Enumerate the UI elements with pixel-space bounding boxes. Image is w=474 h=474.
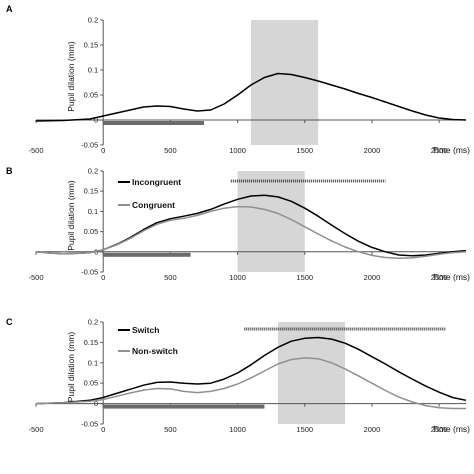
analysis-window-shade — [277, 322, 346, 424]
x-tick-label: 2500 — [431, 146, 448, 155]
legend-label: Congruent — [132, 200, 175, 210]
x-tick-label: 2000 — [364, 146, 381, 155]
x-tick-label: 500 — [164, 146, 177, 155]
x-tick-label: 1000 — [229, 146, 246, 155]
y-axis-label: Pupil dilation (mm) — [66, 41, 76, 112]
panel-letter: B — [6, 166, 13, 176]
x-tick-label: -500 — [28, 146, 43, 155]
x-tick-label: 2500 — [431, 425, 448, 434]
panel-letter: A — [6, 4, 13, 14]
x-axis-label: Time (ms) — [432, 145, 470, 155]
y-tick-label: 0.1 — [88, 358, 98, 367]
x-tick-label: 1500 — [296, 273, 313, 282]
legend-label: Non-switch — [132, 346, 178, 356]
x-axis-label: Time (ms) — [432, 424, 470, 434]
x-tick-label: 2000 — [364, 425, 381, 434]
analysis-window-shade — [251, 20, 319, 145]
y-tick-label: 0.1 — [88, 66, 98, 75]
y-axis-label: Pupil dilation (mm) — [66, 180, 76, 251]
y-tick-label: 0 — [94, 399, 98, 408]
y-tick-label: 0.2 — [88, 167, 98, 176]
x-tick-label: 0 — [101, 146, 105, 155]
legend-label: Switch — [132, 325, 159, 335]
panel-letter: C — [6, 317, 13, 327]
x-tick-label: -500 — [28, 425, 43, 434]
y-tick-label: 0.15 — [84, 41, 99, 50]
y-tick-label: -0.05 — [81, 268, 98, 277]
y-tick-label: 0.15 — [84, 338, 99, 347]
y-tick-label: 0.2 — [88, 16, 98, 25]
legend-label: Incongruent — [132, 177, 181, 187]
y-tick-label: -0.05 — [81, 141, 98, 150]
y-tick-label: 0.05 — [84, 227, 99, 236]
y-axis-label: Pupil dilation (mm) — [66, 332, 76, 403]
series-line-congruent — [35, 205, 467, 260]
y-tick-label: 0.15 — [84, 187, 99, 196]
x-tick-label: 1000 — [229, 425, 246, 434]
y-tick-label: 0.05 — [84, 379, 99, 388]
x-tick-label: 1500 — [296, 425, 313, 434]
stimulus-duration-bar — [103, 121, 204, 125]
y-tick-label: 0.05 — [84, 91, 99, 100]
y-tick-label: 0.1 — [88, 207, 98, 216]
x-tick-label: 1500 — [296, 146, 313, 155]
x-tick-label: 0 — [101, 273, 105, 282]
series-line-main — [35, 72, 467, 122]
y-tick-label: -0.05 — [81, 420, 98, 429]
series-line-non-switch — [35, 357, 466, 410]
x-tick-label: 2000 — [364, 273, 381, 282]
x-tick-label: 500 — [164, 425, 177, 434]
y-tick-label: 0 — [94, 116, 98, 125]
x-tick-label: 1000 — [229, 273, 246, 282]
x-axis-label: Time (ms) — [432, 272, 470, 282]
x-tick-label: 2500 — [431, 273, 448, 282]
x-tick-label: 0 — [101, 425, 105, 434]
x-tick-label: 500 — [164, 273, 177, 282]
x-tick-label: -500 — [28, 273, 43, 282]
stimulus-duration-bar — [103, 404, 265, 409]
y-tick-label: 0.2 — [88, 318, 98, 327]
stimulus-duration-bar — [103, 252, 191, 257]
series-line-switch — [35, 336, 467, 405]
